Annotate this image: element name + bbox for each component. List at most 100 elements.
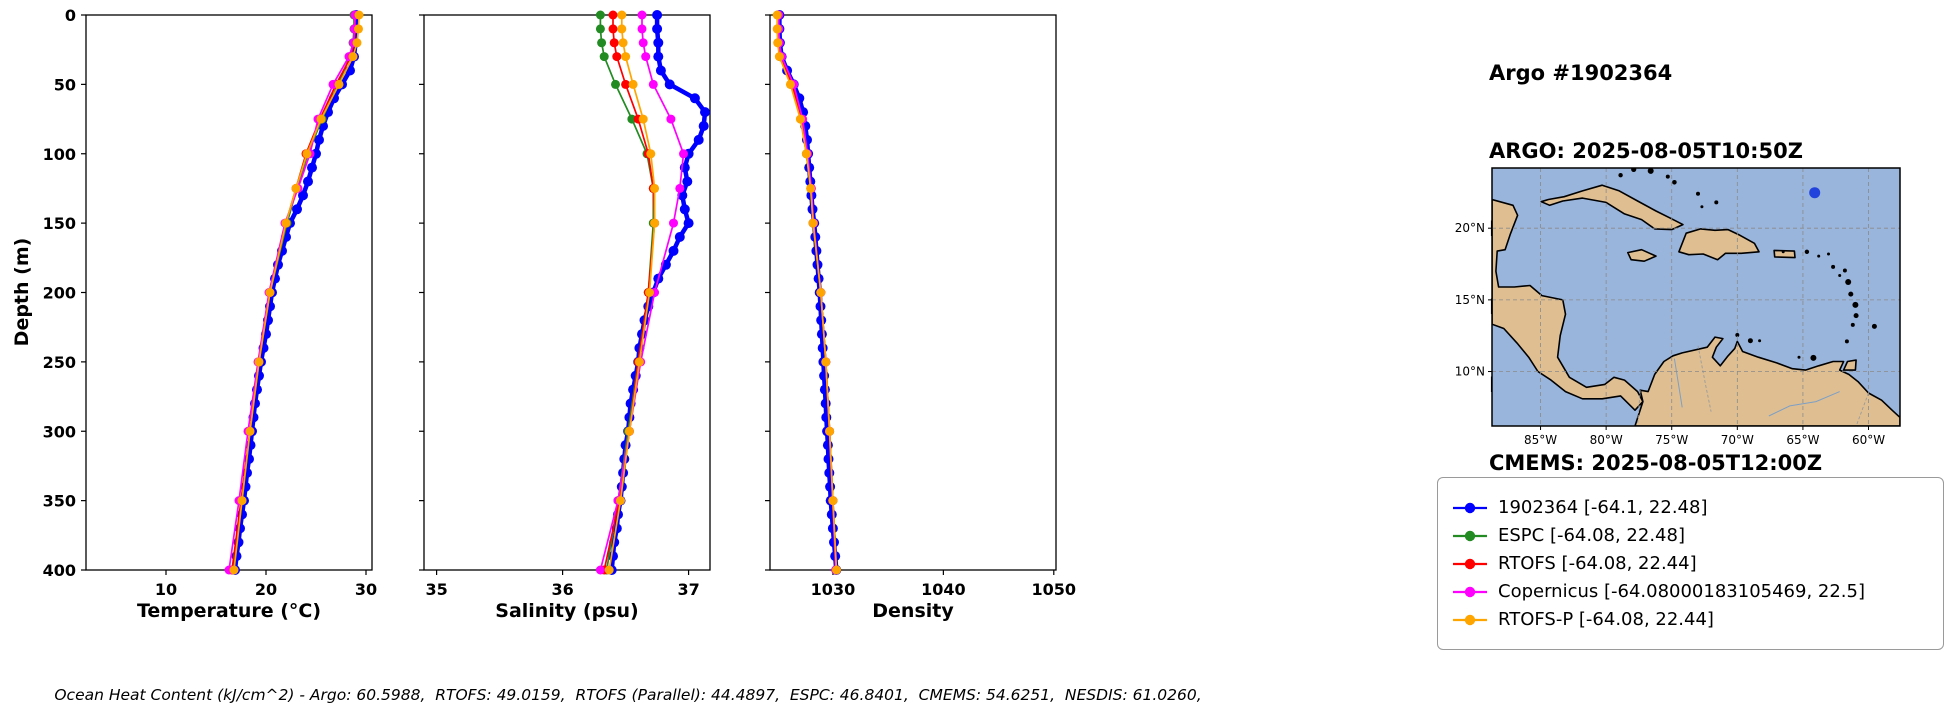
- location-map: 85°W 80°W 75°W 70°W 65°W 60°W 20°N 15°N 10°N: [1455, 167, 1901, 447]
- map-island: [1804, 249, 1810, 254]
- y-tick-label: 100: [43, 145, 76, 164]
- map-island: [1665, 174, 1670, 179]
- series-markers-1902364: [230, 10, 361, 575]
- series-markers-RTOFS-P: [604, 10, 660, 575]
- map-land: [1842, 359, 1857, 371]
- y-tick-label: 150: [43, 214, 76, 233]
- map-land: [1627, 248, 1657, 262]
- map-island: [1747, 338, 1753, 344]
- map-country-border: [1697, 345, 1712, 412]
- y-tick-label: 250: [43, 353, 76, 372]
- x-tick-label: 10: [155, 580, 177, 599]
- map-land: [1634, 336, 1900, 426]
- panel-frame: [423, 14, 711, 571]
- header-cmems-time: CMEMS: 2025-08-05T12:00Z: [1489, 451, 1823, 475]
- map-island: [1871, 323, 1877, 329]
- legend-item: 1902364 [-64.1, 22.48]: [1452, 497, 1929, 518]
- map-island: [1844, 339, 1849, 344]
- series-line-Copernicus: [599, 14, 685, 571]
- map-island: [1850, 322, 1855, 327]
- map-country-border: [1856, 392, 1869, 425]
- legend-marker-icon: [1453, 558, 1487, 569]
- map-land: [1773, 249, 1796, 259]
- y-tick-label: 400: [43, 561, 76, 580]
- map-island: [1827, 252, 1830, 256]
- map-lon-label: 65°W: [1786, 433, 1819, 447]
- x-tick-label: 20: [255, 580, 277, 599]
- map-island: [1831, 264, 1836, 269]
- map-lon-label: 60°W: [1852, 433, 1885, 447]
- map-island: [1735, 333, 1740, 337]
- legend-marker-icon: [1453, 586, 1487, 597]
- ocean-heat-content-text: Ocean Heat Content (kJ/cm^2) - Argo: 60.…: [54, 686, 1202, 704]
- header-title: Argo #1902364: [1489, 61, 1673, 85]
- map-island: [1781, 250, 1785, 254]
- legend-label: RTOFS-P [-64.08, 22.44]: [1498, 609, 1714, 630]
- panel-frame: [769, 14, 1057, 571]
- map-island: [1842, 268, 1847, 273]
- map-island: [1618, 173, 1623, 178]
- legend-label: ESPC [-64.08, 22.48]: [1498, 525, 1685, 546]
- x-tick-label: 1050: [1032, 580, 1077, 599]
- map-island: [1845, 279, 1852, 285]
- legend-label: RTOFS [-64.08, 22.44]: [1498, 553, 1697, 574]
- y-tick-label: 300: [43, 422, 76, 441]
- series-markers-Copernicus: [595, 10, 688, 575]
- legend-item: RTOFS [-64.08, 22.44]: [1452, 553, 1929, 574]
- y-tick-label: 50: [54, 75, 76, 94]
- map-island: [1853, 313, 1859, 319]
- series-markers-1902364: [774, 10, 842, 575]
- series-line-RTOFS-P: [233, 14, 360, 571]
- xlabel-density: Density: [872, 600, 954, 622]
- map-lon-label: 80°W: [1590, 433, 1623, 447]
- map-island: [1714, 200, 1719, 205]
- map-land: [1492, 198, 1644, 411]
- series-markers-RTOFS-P: [229, 10, 364, 575]
- map-island: [1631, 168, 1637, 172]
- x-tick-label: 36: [551, 580, 573, 599]
- map-river: [1673, 358, 1683, 408]
- legend-label: 1902364 [-64.1, 22.48]: [1498, 497, 1708, 518]
- x-tick-label: 37: [677, 580, 699, 599]
- map-island: [1838, 274, 1842, 277]
- map-island: [1647, 168, 1654, 174]
- map-island: [1848, 291, 1854, 297]
- map-river: [1768, 391, 1840, 417]
- legend-label: Copernicus [-64.08000183105469, 22.5]: [1498, 581, 1865, 602]
- map-land: [1540, 184, 1684, 231]
- ylabel-depth: Depth (m): [11, 237, 33, 347]
- map-island: [1672, 180, 1677, 185]
- legend-item: ESPC [-64.08, 22.48]: [1452, 525, 1929, 546]
- legend-marker-icon: [1453, 502, 1487, 513]
- map-lon-label: 75°W: [1655, 433, 1688, 447]
- map-island: [1758, 339, 1762, 343]
- map-lat-label: 15°N: [1455, 293, 1485, 307]
- x-tick-label: 35: [425, 580, 447, 599]
- float-position-marker: [1809, 187, 1821, 199]
- map-lat-label: 20°N: [1455, 221, 1485, 235]
- y-tick-label: 200: [43, 284, 76, 303]
- legend-item: Copernicus [-64.08000183105469, 22.5]: [1452, 581, 1929, 602]
- xlabel-salinity: Salinity (psu): [495, 600, 639, 622]
- map-island: [1700, 205, 1704, 209]
- y-tick-label: 0: [65, 6, 76, 25]
- x-tick-label: 1040: [921, 580, 966, 599]
- map-lat-label: 10°N: [1455, 365, 1485, 379]
- map-island: [1852, 301, 1859, 308]
- map-lon-label: 85°W: [1524, 433, 1557, 447]
- xlabel-temperature: Temperature (°C): [136, 600, 322, 622]
- map-island: [1817, 254, 1821, 258]
- map-island: [1810, 354, 1817, 361]
- map-island: [1696, 191, 1700, 196]
- map-lon-label: 70°W: [1721, 433, 1754, 447]
- header-argo-time: ARGO: 2025-08-05T10:50Z: [1489, 139, 1803, 163]
- legend-marker-icon: [1453, 614, 1487, 625]
- y-tick-label: 350: [43, 492, 76, 511]
- map-island: [1797, 355, 1801, 359]
- x-tick-label: 1030: [811, 580, 856, 599]
- x-tick-label: 30: [355, 580, 377, 599]
- legend-item: RTOFS-P [-64.08, 22.44]: [1452, 609, 1929, 630]
- map-country-border: [1637, 390, 1641, 425]
- legend: 1902364 [-64.1, 22.48] ESPC [-64.08, 22.4…: [1437, 477, 1944, 650]
